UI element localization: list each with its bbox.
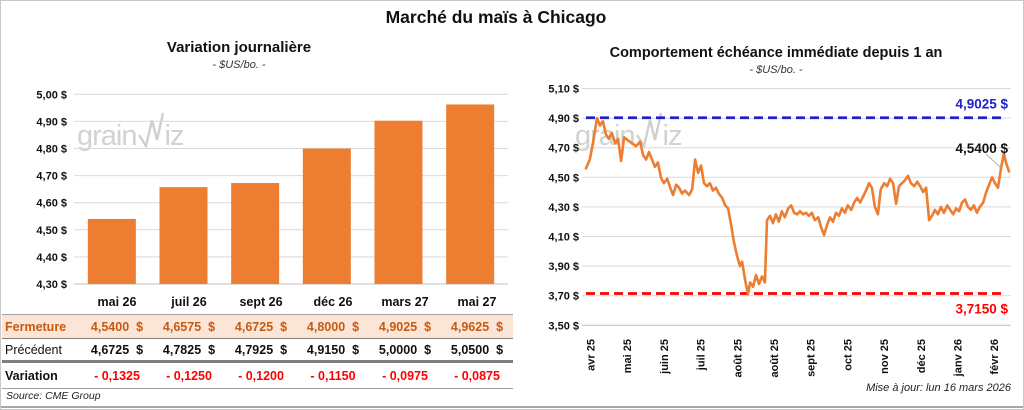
high-reference-label: 4,9025 $ [955,97,1008,112]
x-tick-label: avr 25 [586,339,598,371]
grainwiz-check-icon [635,112,662,150]
row-label: Précédent [5,342,62,357]
variation-value: - 0,0875 [454,368,500,383]
y-tick-label: 3,90 $ [548,261,579,273]
x-tick-label: juil 25 [696,339,708,371]
variation-value: - 0,1250 [166,368,212,383]
y-tick-label: 4,10 $ [548,232,579,244]
grainwiz-check-icon [137,112,164,150]
source-note: Source: CME Group [6,390,101,402]
x-tick-label: août 25 [732,339,744,378]
x-tick-label: févr 26 [989,339,1001,374]
precedent-value: 4,7925 $ [234,342,288,357]
row-label: Fermeture [5,319,67,334]
y-tick-label: 4,30 $ [548,202,579,214]
bar-mai-27 [446,104,495,285]
fermeture-value: 4,9025 $ [378,319,432,334]
futures-table: mai 26 juil 26 sept 26 déc 26 mars 27 mai 27 F… [2,289,513,403]
variation-value: - 0,1150 [310,368,356,383]
precedent-value: 4,6725 $ [90,342,144,357]
fermeture-value: 4,8000 $ [306,319,360,334]
x-tick-label: janv 26 [953,339,965,377]
watermark-text: iz [662,120,683,152]
y-tick-label: 4,50 $ [36,225,67,237]
bar-mars-27 [374,120,423,284]
month-header: déc 26 [313,294,353,309]
last-price-label: 4,5400 $ [955,141,1008,156]
variation-value: - 0,1325 [94,368,140,383]
y-tick-label: 4,70 $ [36,171,67,183]
grainwiz-watermark: grain iz [575,111,683,152]
bar-mai-26 [87,218,136,284]
grainwiz-watermark: grain iz [77,111,185,152]
variation-row: Variation - 0,1325 - 0,1250 - 0,1200 - 0,115… [2,363,513,389]
precedent-value: 4,7825 $ [162,342,216,357]
bar-juil-26 [159,187,208,284]
x-tick-label: août 25 [769,339,781,378]
x-tick-label: sept 25 [806,339,818,377]
fermeture-value: 4,6575 $ [162,319,216,334]
last-price-leader [985,153,1002,169]
x-tick-label: mai 25 [622,339,634,373]
fermeture-value: 4,6725 $ [234,319,288,334]
page-title: Marché du maïs à Chicago [385,7,607,27]
bar-déc-26 [302,148,351,284]
month-header: mai 27 [457,294,497,309]
month-header: mars 27 [381,294,429,309]
update-timestamp: Mise à jour: lun 16 mars 2026 [866,382,1011,394]
watermark-text: grain [77,120,137,152]
bar-sept-26 [231,183,280,284]
x-tick-label: déc 25 [916,339,928,373]
line-chart-subtitle: - $US/bo. - [749,64,803,76]
x-tick-label: oct 25 [842,339,854,371]
y-tick-label: 4,40 $ [36,252,67,264]
y-tick-label: 5,10 $ [548,84,579,96]
precedent-row: Précédent 4,6725 $ 4,7825 $ 4,7925 $ 4,9150 … [2,339,513,363]
y-tick-label: 3,70 $ [548,291,579,303]
bar-chart-title: Variation journalière [166,39,312,56]
precedent-value: 5,0000 $ [378,342,432,357]
x-tick-label: juin 25 [659,339,671,375]
bottom-divider [1,406,1023,408]
y-tick-label: 4,80 $ [36,144,67,156]
table-header-row: mai 26 juil 26 sept 26 déc 26 mars 27 mai 27 [2,289,513,314]
bar-chart-subtitle: - $US/bo. - [212,59,266,71]
low-reference-label: 3,7150 $ [955,301,1008,316]
y-tick-label: 3,50 $ [548,320,579,332]
precedent-value: 5,0500 $ [450,342,504,357]
y-tick-label: 5,00 $ [36,89,67,101]
line-chart-title: Comportement échéance immédiate depuis 1… [609,45,943,61]
row-label: Variation [5,368,58,383]
y-tick-label: 4,60 $ [36,198,67,210]
fermeture-row: Fermeture 4,5400 $ 4,6575 $ 4,6725 $ 4,8000 … [2,314,513,339]
month-header: sept 26 [239,294,283,309]
y-tick-label: 4,90 $ [36,116,67,128]
watermark-text: grain [575,120,635,152]
month-header: juil 26 [171,294,207,309]
y-tick-label: 4,50 $ [548,172,579,184]
precedent-value: 4,9150 $ [306,342,360,357]
watermark-text: iz [164,120,185,152]
variation-value: - 0,0975 [382,368,428,383]
month-header: mai 26 [97,294,137,309]
x-tick-label: nov 25 [879,339,891,374]
fermeture-value: 4,9625 $ [450,319,504,334]
fermeture-value: 4,5400 $ [90,319,144,334]
variation-value: - 0,1200 [238,368,284,383]
